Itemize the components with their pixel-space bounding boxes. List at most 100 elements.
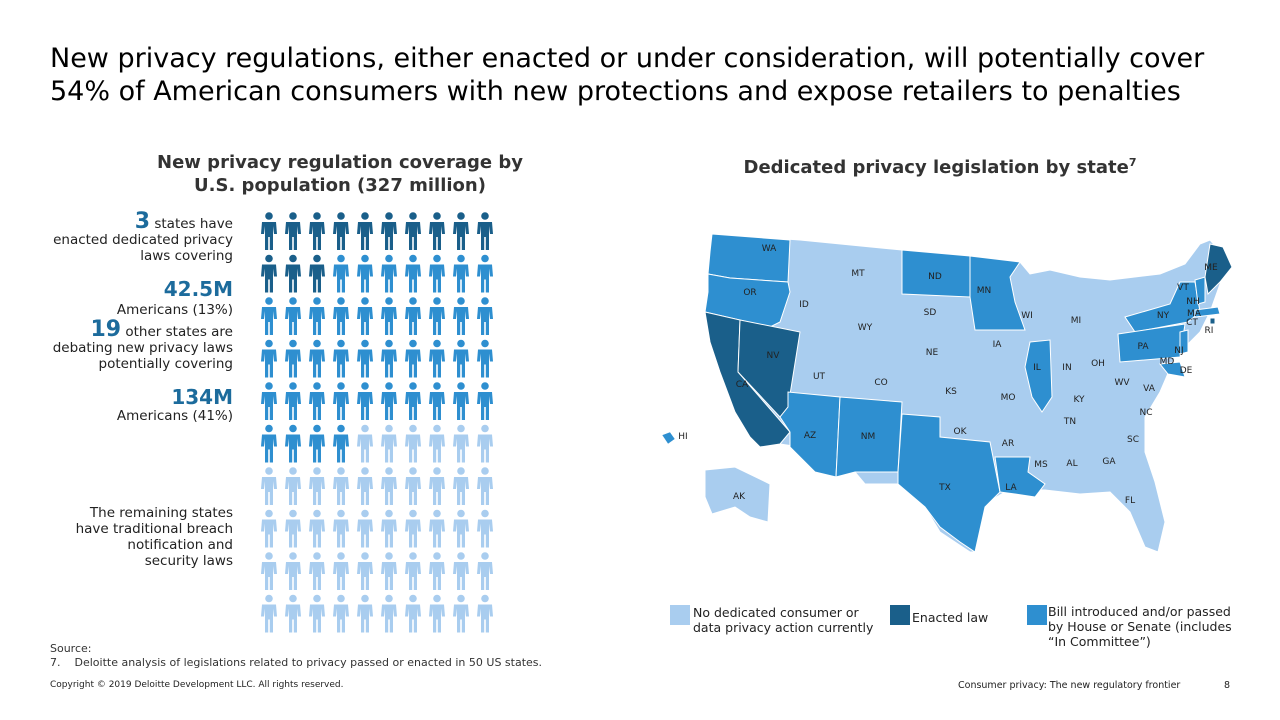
person-icon — [261, 552, 277, 590]
person-icon — [261, 297, 277, 335]
remaining-text-2: have traditional breach — [75, 521, 233, 537]
coverage-title-line2: U.S. population (327 million) — [194, 175, 486, 196]
state-label-tn: TN — [1063, 417, 1076, 427]
person-icon — [357, 467, 373, 505]
person-icon — [357, 594, 373, 633]
debating-text-1: other states are — [125, 324, 233, 340]
state-nm — [835, 396, 903, 478]
copyright: Copyright © 2019 Deloitte Development LL… — [50, 680, 344, 690]
person-icon — [429, 212, 445, 250]
enacted-population-stat: 42.5M Americans (13%) — [117, 279, 233, 318]
state-label-nj: NJ — [1174, 346, 1183, 356]
state-label-nm: NM — [861, 432, 876, 442]
state-label-mn: MN — [977, 286, 992, 296]
person-icon — [381, 212, 397, 250]
person-icon — [405, 467, 421, 505]
person-icon — [381, 254, 397, 293]
person-icon — [477, 509, 493, 548]
person-icon — [357, 509, 373, 548]
state-label-ga: GA — [1102, 457, 1116, 467]
legend-enacted-swatch — [890, 605, 910, 625]
person-icon — [429, 339, 445, 378]
state-label-hi: HI — [678, 432, 687, 442]
state-label-id: ID — [799, 300, 809, 310]
state-label-ri: RI — [1205, 326, 1214, 336]
person-icon — [453, 254, 469, 293]
person-icon — [261, 424, 277, 463]
debating-population-text: Americans (41%) — [116, 408, 233, 424]
legend-bill-label: Bill introduced and/or passed by House o… — [1048, 604, 1232, 649]
state-label-md: MD — [1160, 357, 1175, 367]
person-icon — [381, 467, 397, 505]
person-icon — [309, 467, 325, 505]
person-icon — [261, 254, 277, 293]
state-label-wv: WV — [1114, 378, 1130, 388]
state-label-mi: MI — [1071, 316, 1081, 326]
state-label-mt: MT — [851, 269, 865, 279]
remaining-text-3: notification and — [127, 537, 233, 553]
state-or — [704, 273, 791, 328]
person-icon — [429, 467, 445, 505]
person-icon — [477, 339, 493, 378]
state-label-fl: FL — [1125, 496, 1135, 506]
remaining-text-1: The remaining states — [89, 505, 233, 521]
state-label-pa: PA — [1137, 342, 1149, 352]
source-note: Source: 7. Deloitte analysis of legislat… — [50, 642, 542, 670]
slide-title: New privacy regulations, either enacted … — [50, 43, 1205, 107]
person-icon — [261, 467, 277, 505]
state-label-la: LA — [1005, 483, 1017, 493]
person-icon — [357, 297, 373, 335]
person-icon — [477, 467, 493, 505]
remaining-text-4: security laws — [144, 553, 233, 569]
person-icon — [285, 467, 301, 505]
source-note-number: 7. — [50, 656, 61, 669]
person-icon — [309, 552, 325, 590]
person-icon — [309, 382, 325, 420]
person-icon — [429, 552, 445, 590]
person-icon — [309, 594, 325, 633]
person-icon — [333, 509, 349, 548]
source-heading: Source: — [50, 642, 92, 655]
person-icon — [405, 254, 421, 293]
person-icon — [333, 424, 349, 463]
state-label-mo: MO — [1001, 393, 1016, 403]
state-label-nh: NH — [1186, 297, 1200, 307]
state-label-co: CO — [874, 378, 887, 388]
person-icon — [381, 552, 397, 590]
legend-enacted-label: Enacted law — [912, 610, 989, 625]
state-label-ms: MS — [1034, 460, 1048, 470]
state-me — [1204, 243, 1233, 296]
person-icon — [477, 424, 493, 463]
person-icon — [309, 212, 325, 250]
person-icon — [429, 382, 445, 420]
remaining-states-stat: The remaining states have traditional br… — [76, 505, 233, 569]
state-label-ar: AR — [1002, 439, 1014, 449]
person-icon — [453, 339, 469, 378]
state-label-ma: MA — [1187, 309, 1202, 319]
state-il — [1024, 339, 1053, 413]
state-la — [994, 456, 1046, 498]
person-icon — [453, 382, 469, 420]
person-icon — [285, 212, 301, 250]
state-ma — [1194, 306, 1221, 318]
person-icon — [381, 594, 397, 633]
person-icon — [429, 509, 445, 548]
debating-count: 19 — [90, 317, 122, 342]
person-icon — [477, 297, 493, 335]
person-icon — [429, 594, 445, 633]
state-label-wa: WA — [762, 244, 777, 254]
page-number: 8 — [1224, 680, 1231, 691]
map-section-title: Dedicated privacy legislation by state7 — [700, 151, 1180, 179]
deck-title: Consumer privacy: The new regulatory fro… — [958, 680, 1181, 691]
state-label-ks: KS — [945, 387, 957, 397]
state-ri — [1209, 317, 1216, 325]
debating-population: 134M — [171, 385, 233, 409]
state-pa — [1117, 323, 1186, 363]
state-label-ut: UT — [813, 372, 826, 382]
state-label-ca: CA — [736, 380, 749, 390]
person-icon — [285, 424, 301, 463]
person-icon — [333, 382, 349, 420]
person-icon — [405, 212, 421, 250]
map-title-footnote: 7 — [1128, 156, 1137, 169]
person-icon — [333, 467, 349, 505]
